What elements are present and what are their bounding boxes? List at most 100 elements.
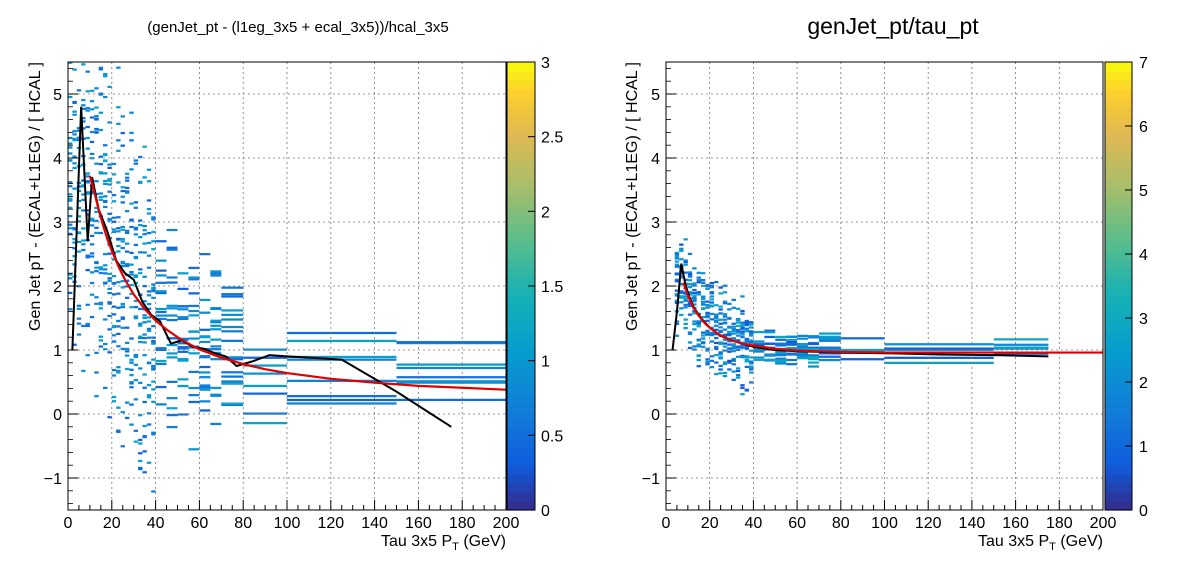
heatmap-cell	[188, 400, 200, 404]
heatmap-cell	[133, 226, 139, 229]
heatmap-cell	[155, 403, 167, 406]
heatmap-cell	[116, 369, 121, 373]
heatmap-cell	[133, 255, 139, 259]
heatmap-cell	[116, 181, 121, 184]
heatmap-cell	[94, 114, 99, 118]
heatmap-cell	[696, 325, 701, 328]
heatmap-cell	[124, 347, 130, 351]
colorbar-segment	[1105, 223, 1132, 233]
heatmap-cell	[740, 333, 745, 336]
heatmap-cell	[166, 307, 178, 310]
heatmap-cell	[146, 336, 152, 339]
colorbar-segment	[1105, 241, 1132, 251]
heatmap-cell	[72, 100, 77, 104]
fit-curve	[682, 282, 1103, 354]
heatmap-cell	[81, 117, 86, 120]
heatmap-cell	[89, 152, 95, 156]
heatmap-cell	[94, 395, 99, 398]
heatmap-cell	[98, 93, 104, 96]
heatmap-cell	[210, 328, 222, 331]
heatmap-cell	[142, 336, 147, 340]
heatmap-cell	[749, 349, 754, 352]
heatmap-cell	[107, 190, 112, 193]
heatmap-cell	[718, 351, 723, 354]
heatmap-cell	[107, 279, 112, 283]
heatmap-cell	[116, 366, 121, 369]
colorbar-segment	[507, 465, 535, 475]
heatmap-cell	[287, 394, 397, 398]
heatmap-cell	[700, 297, 706, 300]
heatmap-cell	[243, 364, 287, 367]
heatmap-cell	[142, 450, 147, 453]
heatmap-cell	[775, 344, 787, 347]
heatmap-cell	[705, 332, 710, 336]
heatmap-cell	[705, 303, 710, 307]
heatmap-cell	[700, 316, 706, 319]
heatmap-cell	[722, 361, 728, 364]
heatmap-cell	[72, 155, 77, 158]
heatmap-cell	[111, 200, 117, 203]
heatmap-cell	[124, 242, 130, 245]
heatmap-cell	[709, 281, 715, 285]
heatmap-cell	[166, 314, 178, 317]
heatmap-cell	[199, 328, 211, 331]
left-colorbar: 0 0.5 1 1.5 2 2.5 3	[506, 55, 563, 520]
heatmap-cell	[718, 353, 723, 356]
heatmap-cell	[124, 250, 130, 253]
heatmap-cell	[705, 363, 710, 366]
colorbar-tick-label: 5	[1139, 183, 1148, 200]
heatmap-cell	[120, 240, 125, 243]
colorbar-segment	[1105, 402, 1132, 413]
heatmap-cell	[786, 352, 798, 355]
x-tick-label: 40	[147, 515, 165, 532]
heatmap-cell	[151, 388, 156, 391]
colorbar-segment	[507, 501, 535, 511]
heatmap-cell	[210, 394, 222, 397]
colorbar-tick-label: 0	[1139, 503, 1148, 520]
heatmap-cell	[81, 324, 86, 328]
heatmap-cell	[714, 324, 719, 327]
heatmap-cell	[103, 264, 108, 267]
heatmap-cell	[700, 272, 706, 275]
heatmap-cell	[722, 313, 728, 316]
heatmap-cell	[94, 351, 99, 354]
heatmap-cell	[89, 89, 95, 92]
heatmap-cell	[138, 467, 143, 471]
heatmap-cell	[85, 213, 90, 216]
colorbar-segment	[507, 339, 535, 350]
heatmap-cell	[76, 304, 82, 307]
heatmap-cell	[146, 212, 152, 215]
heatmap-cell	[111, 369, 117, 372]
heatmap-cell	[199, 340, 211, 344]
colorbar-segment	[1105, 70, 1132, 81]
heatmap-cell	[797, 337, 809, 340]
heatmap-cell	[155, 259, 167, 262]
heatmap-cell	[221, 380, 244, 383]
heatmap-cell	[709, 359, 715, 362]
heatmap-cell	[98, 271, 104, 275]
heatmap-cell	[151, 248, 156, 251]
heatmap-cell	[133, 201, 139, 204]
heatmap-cell	[68, 308, 73, 311]
heatmap-cell	[76, 89, 82, 92]
y-tick-label: 1	[651, 343, 660, 360]
heatmap-cell	[89, 293, 95, 296]
heatmap-cell	[705, 358, 710, 361]
heatmap-cell	[107, 212, 112, 215]
heatmap-cell	[98, 301, 104, 304]
heatmap-cell	[679, 301, 684, 304]
heatmap-cell	[722, 349, 728, 352]
heatmap-cell	[727, 340, 732, 343]
heatmap-cell	[146, 461, 152, 464]
heatmap-cell	[133, 363, 139, 366]
heatmap-cell	[98, 163, 104, 166]
colorbar-segment	[507, 97, 535, 108]
heatmap-cell	[687, 291, 693, 294]
heatmap-cell	[68, 232, 73, 235]
colorbar-segment	[507, 232, 535, 242]
y-tick-label: −1	[642, 471, 660, 488]
heatmap-cell	[68, 193, 73, 196]
heatmap-cell	[692, 282, 697, 285]
heatmap-cell	[775, 362, 787, 365]
heatmap-cell	[692, 296, 697, 299]
